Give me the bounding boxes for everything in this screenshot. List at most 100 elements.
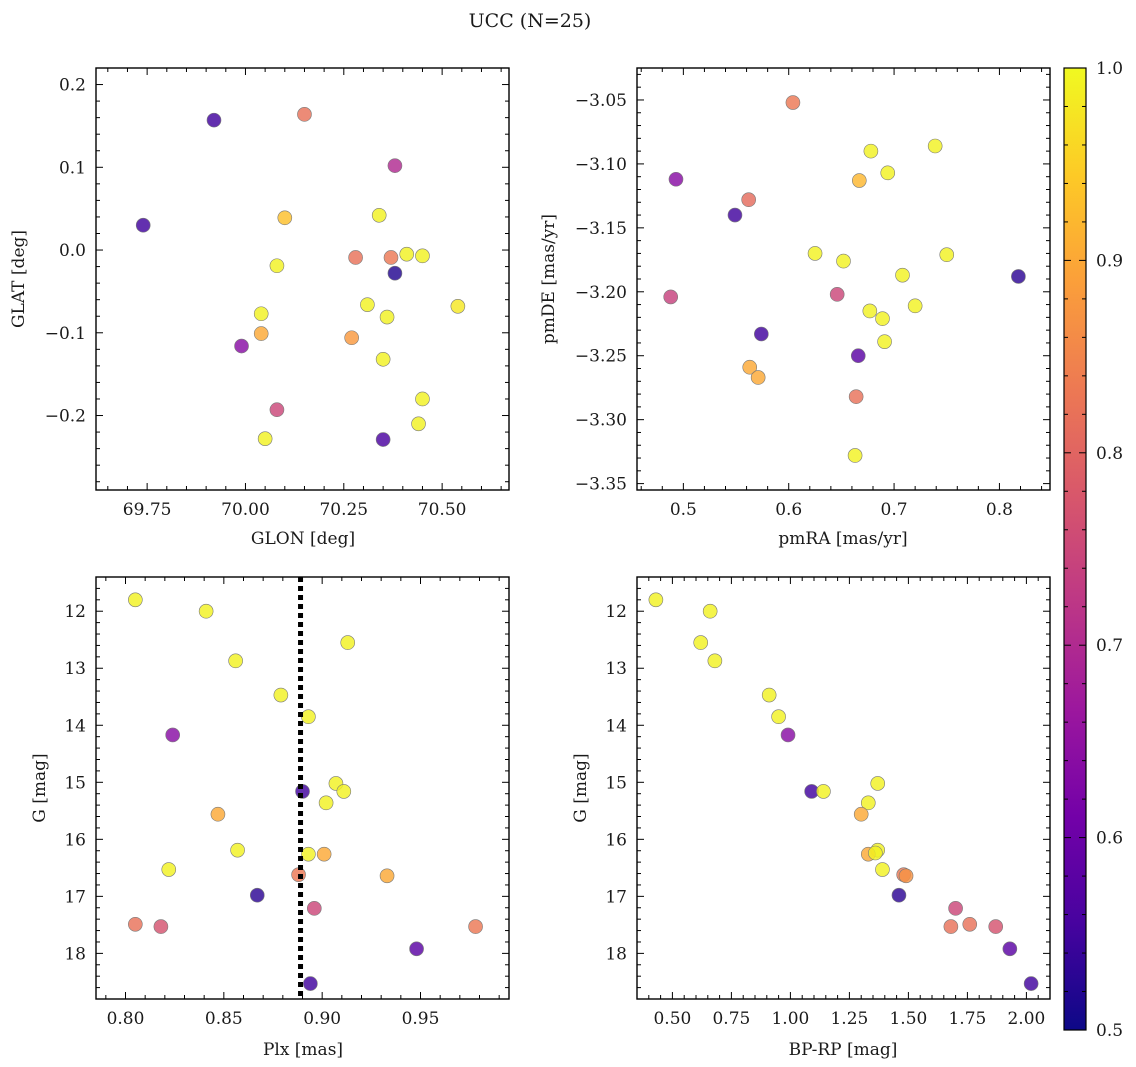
data-point [253, 326, 269, 341]
data-point [848, 389, 864, 404]
y-tick-label: −0.2 [45, 407, 86, 427]
data-point [415, 391, 430, 407]
x-tick-label: 69.75 [123, 500, 172, 520]
data-point [371, 207, 387, 223]
colorbar: 0.5 0.6 0.7 0.8 0.9 1.0 [1063, 59, 1123, 1041]
data-point [880, 165, 896, 181]
data-point [318, 795, 334, 811]
data-point [668, 171, 684, 187]
data-point [852, 173, 867, 188]
y-tick-label: −3.15 [575, 219, 627, 239]
data-point [316, 846, 332, 862]
y-axis-label: GLAT [deg] [9, 230, 29, 328]
scatter-panel-2: 0.5 0.6 0.7 0.8 −3.35 −3.30 −3.25 −3.20 −3.15 −3.… [539, 67, 1051, 549]
data-point [702, 603, 718, 619]
data-point [868, 845, 883, 861]
scatter-panel-1: 69.75 70.00 70.25 70.50 −0.2 −0.1 0.0 0.1 0.2 GLO… [9, 67, 510, 549]
data-point [750, 370, 766, 385]
x-tick-label: 0.5 [670, 500, 697, 520]
colorbar-tick-label: 0.7 [1096, 636, 1123, 656]
data-point [891, 887, 907, 903]
data-point [1002, 941, 1018, 957]
x-tick-label: 70.50 [418, 500, 467, 520]
data-point [1023, 976, 1039, 991]
y-tick-label: −3.10 [575, 155, 627, 175]
data-point [303, 976, 318, 991]
y-tick-label: −3.05 [575, 91, 627, 111]
points [663, 95, 1026, 463]
data-point [387, 158, 403, 173]
y-tick-label: −3.30 [575, 411, 627, 431]
data-point [927, 138, 943, 154]
figure-title: UCC (N=25) [469, 10, 592, 32]
data-point [939, 247, 955, 263]
y-axis-label: G [mag] [571, 753, 591, 822]
data-point [862, 303, 878, 319]
x-tick-label: 0.85 [205, 1009, 243, 1029]
y-tick-label: 0.0 [59, 241, 86, 261]
data-point [663, 289, 679, 305]
scatter-panel-3: 0.80 0.85 0.90 0.95 12 13 14 15 16 17 18 Plx [mas] G… [30, 576, 510, 1060]
y-tick-label: 15 [64, 773, 86, 793]
data-point [269, 402, 285, 418]
data-point [829, 287, 845, 302]
data-point [379, 868, 395, 884]
y-tick-label: −0.1 [45, 324, 86, 344]
y-axis-label: pmDE [mas/yr] [539, 214, 559, 344]
x-axis-label: Plx [mas] [263, 1040, 343, 1060]
data-point [375, 351, 391, 367]
data-point [399, 246, 415, 262]
scatter-panel-4: 0.50 0.75 1.00 1.25 1.50 1.75 2.00 12 13 14 15 16 17… [571, 576, 1051, 1060]
data-point [277, 210, 293, 226]
y-tick-label: 13 [605, 659, 627, 679]
x-axis-label: BP-RP [mag] [789, 1040, 898, 1060]
colorbar-bar [1063, 67, 1087, 1031]
data-point [234, 338, 249, 354]
data-point [785, 95, 801, 110]
x-tick-label: 0.75 [712, 1009, 750, 1029]
data-point [297, 107, 312, 122]
data-point [230, 842, 245, 858]
data-point [742, 359, 758, 375]
y-tick-label: 14 [64, 716, 86, 736]
data-point [269, 258, 285, 274]
x-tick-label: 1.50 [889, 1009, 927, 1029]
data-point [943, 919, 959, 934]
axes-frame [636, 67, 1051, 491]
data-point [816, 784, 831, 799]
data-point [468, 919, 483, 934]
x-tick-label: 0.80 [107, 1009, 145, 1029]
data-point [727, 207, 743, 223]
data-point [761, 687, 777, 703]
y-tick-label: 12 [605, 602, 627, 622]
data-point [253, 306, 269, 322]
data-point [409, 941, 424, 957]
y-tick-label: 14 [605, 716, 627, 736]
x-tick-label: 0.6 [775, 500, 802, 520]
colorbar-tick-label: 0.5 [1096, 1021, 1123, 1041]
y-tick-label: 18 [605, 944, 627, 964]
data-point [228, 653, 243, 669]
data-point [128, 916, 143, 932]
y-tick-label: 0.2 [59, 76, 86, 96]
x-tick-label: 1.00 [771, 1009, 809, 1029]
data-point [249, 887, 265, 903]
data-point [257, 431, 273, 446]
y-axis-label: G [mag] [30, 753, 50, 822]
points [648, 592, 1039, 991]
y-tick-label: 15 [605, 773, 627, 793]
data-point [780, 727, 796, 743]
data-point [165, 727, 180, 743]
x-tick-label: 70.25 [319, 500, 368, 520]
data-point [907, 298, 923, 314]
data-point [210, 806, 226, 822]
data-point [206, 112, 222, 128]
data-point [198, 603, 214, 619]
data-point [853, 806, 869, 822]
x-tick-label: 2.00 [1007, 1009, 1045, 1029]
y-tick-label: −3.25 [575, 347, 627, 367]
data-point [348, 250, 363, 265]
colorbar-tick-label: 0.9 [1096, 251, 1123, 271]
x-tick-label: 1.75 [948, 1009, 986, 1029]
x-tick-label: 0.90 [303, 1009, 341, 1029]
